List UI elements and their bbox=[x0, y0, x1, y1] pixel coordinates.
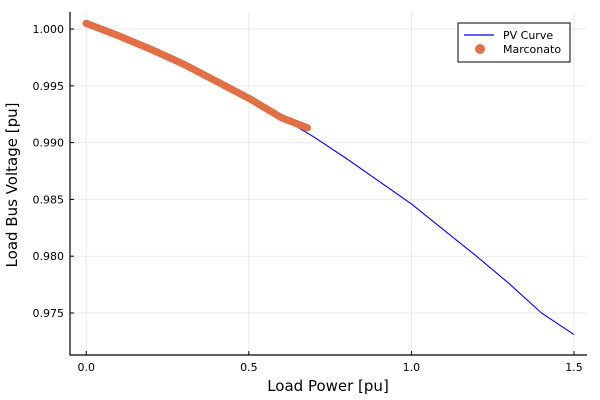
series-layer bbox=[82, 19, 575, 336]
x-axis-title: Load Power [pu] bbox=[267, 377, 389, 395]
y-tick-label: 0.975 bbox=[33, 307, 65, 320]
y-tick-label: 0.980 bbox=[33, 250, 65, 263]
marconato-point bbox=[303, 124, 311, 132]
y-tick-label: 0.995 bbox=[33, 80, 65, 93]
y-tick-label: 0.985 bbox=[33, 193, 65, 206]
x-tick-label: 0.5 bbox=[240, 361, 258, 374]
ticks: 0.0 0.5 1.0 1.5 0.975 0.980 0.985 0.990 0.995 1.0… bbox=[33, 23, 583, 374]
marconato-point bbox=[115, 32, 123, 40]
grid bbox=[70, 12, 587, 355]
legend: PV Curve Marconato bbox=[457, 22, 571, 63]
marconato-point bbox=[180, 60, 188, 68]
y-axis-title: Load Bus Voltage [pu] bbox=[3, 103, 21, 268]
marconato-point bbox=[277, 114, 285, 122]
y-tick-label: 1.000 bbox=[33, 23, 65, 36]
marconato-point bbox=[245, 94, 253, 102]
marconato-series bbox=[82, 19, 311, 132]
pv-curve-line bbox=[86, 22, 575, 336]
y-tick-label: 0.990 bbox=[33, 137, 65, 150]
x-tick-label: 0.0 bbox=[78, 361, 96, 374]
legend-marker-swatch bbox=[475, 44, 485, 54]
x-tick-label: 1.0 bbox=[403, 361, 421, 374]
marconato-point bbox=[212, 77, 220, 85]
marconato-point bbox=[147, 45, 155, 54]
legend-label-pv-curve: PV Curve bbox=[503, 29, 553, 42]
legend-label-marconato: Marconato bbox=[503, 43, 561, 56]
axes bbox=[69, 12, 587, 356]
legend-box bbox=[457, 22, 571, 63]
x-tick-label: 1.5 bbox=[565, 361, 583, 374]
marconato-point bbox=[82, 19, 90, 27]
